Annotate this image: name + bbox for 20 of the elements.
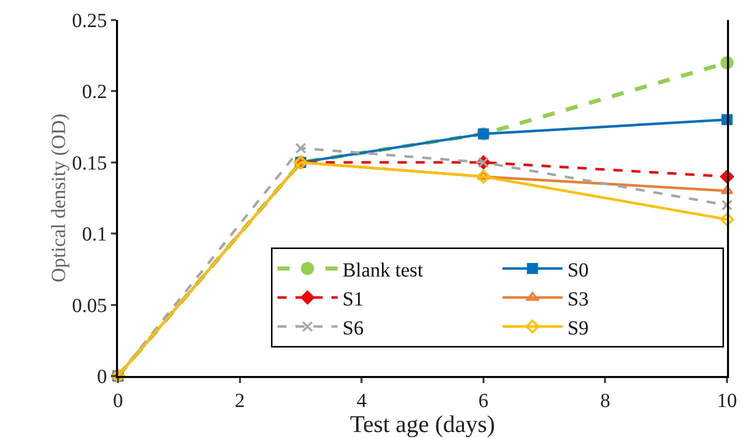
y-tick-label: 0.1	[82, 224, 107, 246]
x-tick-label: 4	[356, 390, 367, 412]
legend-label: S9	[567, 317, 589, 340]
y-tick-label: 0.2	[82, 81, 107, 104]
x-axis-title: Test age (days)	[350, 412, 495, 438]
x-tick-label: 8	[600, 390, 610, 412]
x-tick-label: 2	[234, 390, 245, 412]
legend-label: Blank test	[342, 259, 424, 282]
legend-label: S0	[567, 259, 589, 282]
x-tick-label: 10	[717, 390, 737, 412]
y-tick-label: 0.05	[72, 294, 107, 317]
legend-label: S1	[342, 288, 364, 310]
y-tick-label: 0.15	[72, 152, 107, 174]
y-axis-title: Optical density (OD)	[48, 114, 70, 282]
x-tick-label: 6	[478, 390, 488, 412]
x-tick-label: 0	[113, 390, 123, 412]
y-tick-label: 0	[97, 366, 107, 388]
legend-label: S3	[567, 288, 589, 310]
legend-label: S6	[342, 317, 364, 340]
y-tick-label: 0.25	[72, 10, 107, 32]
